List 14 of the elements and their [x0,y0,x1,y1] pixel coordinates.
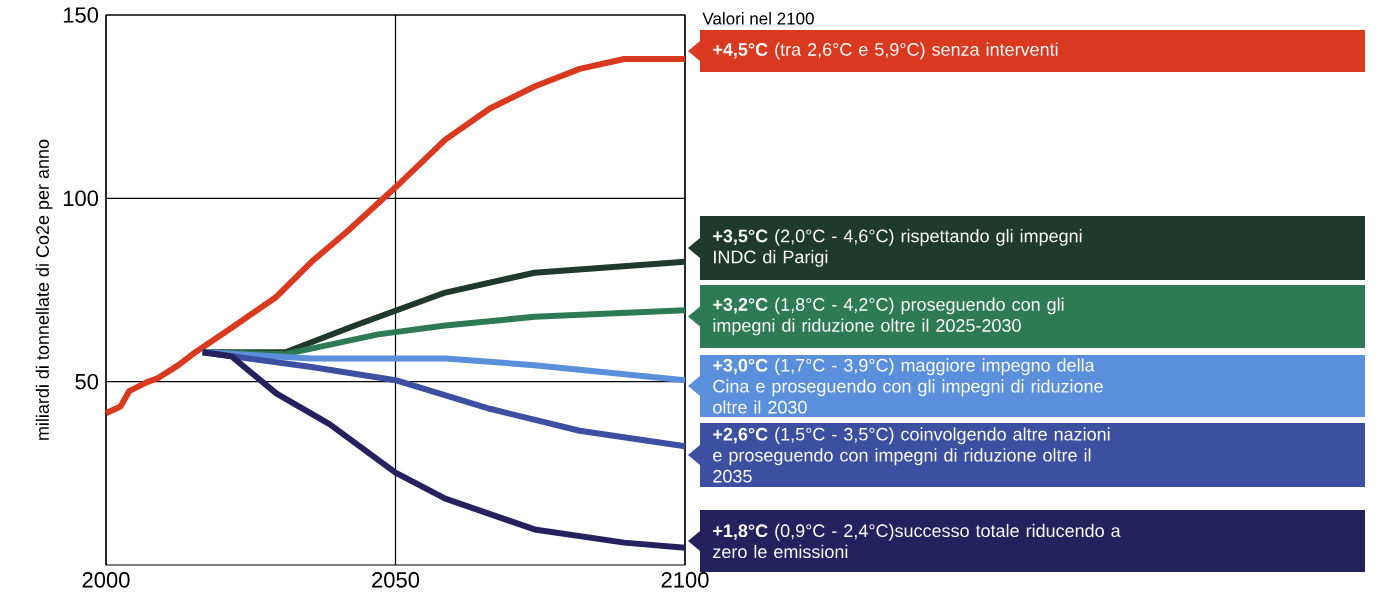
text: Valori nel 2100 [702,12,814,25]
legend-label: +1,8°C (0,9°C - 2,4°C)successo totale riducendo a zero le emissioni [713,523,1121,559]
legend-label: +3,2°C (1,8°C - 4,2°C) proseguendo con gli impegni di riduzione oltre il 2025-2030 [713,297,1064,336]
x-tick-label: 2050 [372,572,420,588]
x-tick-label: 2100 [661,572,709,588]
y-tick-label: 50 [75,373,99,390]
legend-label: +3,5°C (2,0°C - 4,6°C) rispettando gli impegni INDC di Parigi [713,229,1082,267]
legend-label: +4,5°C (tra 2,6°C e 5,9°C) senza interventi [713,42,1058,60]
y-tick-label: 100 [63,190,99,207]
y-axis-title: miliardi di tonnellate di Co2e per anno [35,139,53,440]
x-tick-label: 2000 [82,572,130,588]
legend-label: +2,6°C (1,5°C - 3,5°C) coinvolgendo altre nazioni e proseguendo con impegni di riduzione oltre il 2035 [713,427,1110,483]
legend-label: +3,0°C (1,7°C - 3,9°C) maggiore impegno della Cina e proseguendo con gli impegni di riduzione oltre il 2030 [713,358,1103,414]
y-tick-label: 150 [63,7,99,23]
